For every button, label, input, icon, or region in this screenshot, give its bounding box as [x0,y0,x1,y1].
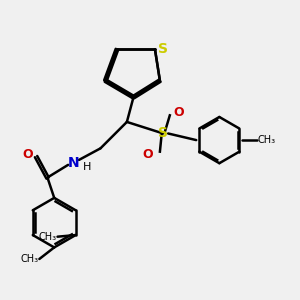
Text: S: S [158,127,168,140]
Text: N: N [68,156,80,170]
Text: O: O [22,148,33,161]
Text: CH₃: CH₃ [38,232,56,242]
Text: S: S [158,42,168,56]
Text: CH₃: CH₃ [20,254,38,264]
Text: CH₃: CH₃ [258,135,276,145]
Text: O: O [173,106,184,118]
Text: H: H [83,162,92,172]
Text: O: O [143,148,153,161]
